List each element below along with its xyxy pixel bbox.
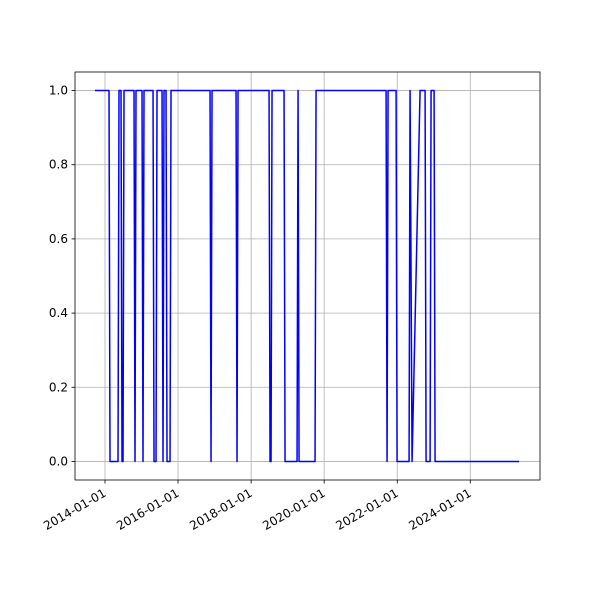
x-tick-label: 2016-01-01	[114, 486, 181, 533]
y-tick-label: 0.8	[49, 158, 68, 172]
y-tick-label: 0.0	[49, 454, 68, 468]
x-tick-label: 2018-01-01	[187, 486, 254, 533]
y-tick-label: 0.2	[49, 380, 68, 394]
data-line	[95, 89, 520, 463]
y-tick-label: 1.0	[49, 84, 68, 98]
x-tick-label: 2014-01-01	[41, 486, 108, 533]
x-tick-label: 2020-01-01	[260, 486, 327, 533]
y-tick-label: 0.4	[49, 306, 68, 320]
plot-frame	[74, 71, 541, 481]
x-tick-label: 2022-01-01	[333, 486, 400, 533]
y-tick-label: 0.6	[49, 232, 68, 246]
x-tick-label: 2024-01-01	[406, 486, 473, 533]
